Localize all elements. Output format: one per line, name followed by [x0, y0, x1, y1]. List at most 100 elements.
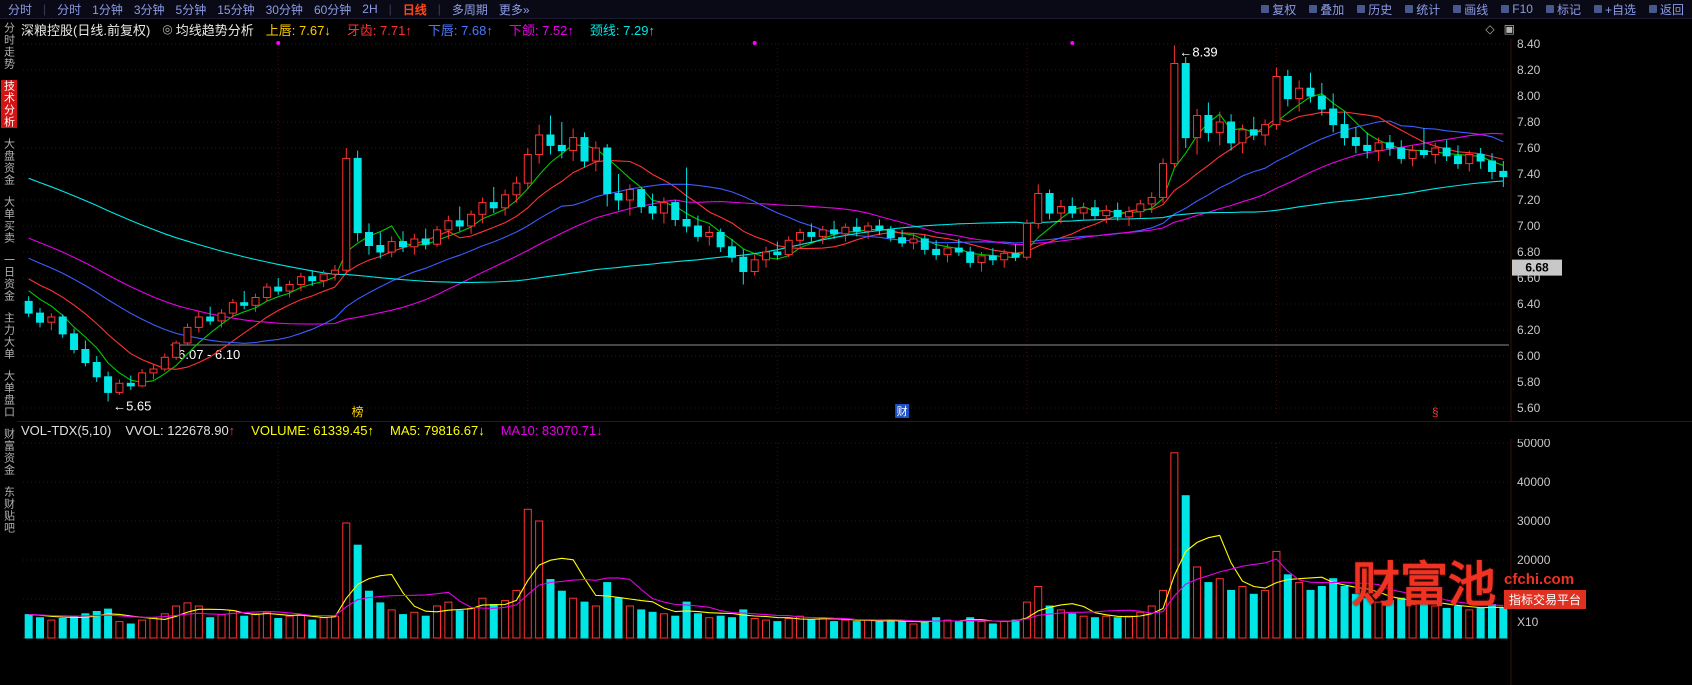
candle[interactable]: [194, 316, 203, 328]
candle[interactable]: [1453, 155, 1462, 165]
candle[interactable]: [1306, 87, 1315, 97]
candle[interactable]: [342, 157, 351, 271]
volume-bar[interactable]: [1227, 589, 1236, 639]
volume-bar[interactable]: [1181, 495, 1190, 639]
volume-bar[interactable]: [92, 611, 101, 639]
candle[interactable]: [353, 157, 362, 233]
candle[interactable]: [240, 302, 249, 306]
volume-bar[interactable]: [353, 544, 362, 639]
candle[interactable]: [262, 286, 271, 299]
volume-bar[interactable]: [535, 520, 544, 639]
volume-bar[interactable]: [920, 621, 929, 639]
volume-bar[interactable]: [1408, 604, 1417, 639]
period-tab-2[interactable]: 1分钟: [92, 2, 123, 17]
candle[interactable]: [591, 147, 600, 162]
candle[interactable]: [682, 219, 691, 227]
volume-bar[interactable]: [1487, 604, 1496, 639]
volume-bar[interactable]: [659, 613, 668, 639]
volume-bar[interactable]: [319, 617, 328, 639]
volume-bar[interactable]: [1431, 605, 1440, 639]
candle[interactable]: [1499, 170, 1508, 178]
candle[interactable]: [784, 239, 793, 256]
volume-bar[interactable]: [501, 600, 510, 639]
volume-bar[interactable]: [705, 617, 714, 639]
period-tab-3[interactable]: 3分钟: [133, 2, 165, 17]
volume-bar[interactable]: [1261, 589, 1270, 639]
candle[interactable]: [1124, 211, 1133, 218]
event-marker[interactable]: 财: [897, 404, 908, 418]
sidebar-item-eastmoney-forum[interactable]: 东财贴吧: [2, 486, 15, 534]
volume-bar[interactable]: [818, 617, 827, 639]
volume-bar[interactable]: [614, 597, 623, 639]
candle[interactable]: [796, 232, 805, 241]
candle[interactable]: [1090, 207, 1099, 217]
volume-bar[interactable]: [1056, 609, 1065, 639]
volume-bar[interactable]: [1159, 589, 1168, 639]
volume-bar[interactable]: [830, 621, 839, 639]
candle[interactable]: [1408, 150, 1417, 159]
period-tab-4[interactable]: 5分钟: [175, 2, 207, 17]
period-tab-0[interactable]: 分时: [8, 2, 33, 17]
candle[interactable]: [104, 376, 113, 393]
candle[interactable]: [1329, 108, 1338, 126]
volume-bar[interactable]: [24, 614, 33, 639]
volume-bar[interactable]: [1045, 605, 1054, 639]
period-tab-7[interactable]: 60分钟: [313, 2, 352, 17]
candle[interactable]: [762, 251, 770, 261]
candle[interactable]: [750, 259, 759, 273]
sidebar-item-intraday-trend[interactable]: 分时走势: [2, 22, 15, 70]
candle[interactable]: [648, 206, 657, 214]
window-icon[interactable]: ▣: [1503, 22, 1515, 36]
volume-bar[interactable]: [988, 623, 997, 639]
diamond-icon[interactable]: ◇: [1485, 22, 1495, 36]
candle[interactable]: [1181, 63, 1190, 139]
candle[interactable]: [1295, 87, 1304, 100]
volume-bar[interactable]: [330, 615, 339, 639]
candle[interactable]: [501, 194, 510, 209]
back-button[interactable]: 返回: [1648, 1, 1684, 18]
candle[interactable]: [308, 276, 317, 282]
candle[interactable]: [988, 255, 997, 261]
candle[interactable]: [1193, 115, 1202, 139]
candle[interactable]: [467, 213, 476, 227]
candle[interactable]: [489, 202, 498, 209]
volume-bar[interactable]: [841, 619, 850, 639]
period-tab-10[interactable]: 多周期: [451, 2, 488, 17]
volume-bar[interactable]: [1249, 593, 1258, 639]
candle[interactable]: [1011, 252, 1020, 258]
volume-bar[interactable]: [1295, 582, 1304, 639]
volume-bar[interactable]: [1442, 607, 1451, 639]
candle[interactable]: [36, 312, 45, 323]
candle[interactable]: [966, 251, 975, 263]
candle[interactable]: [387, 241, 396, 253]
volume-bar[interactable]: [796, 615, 805, 639]
volume-bar[interactable]: [444, 601, 453, 639]
overlay-button[interactable]: 叠加: [1309, 1, 1344, 18]
volume-bar[interactable]: [149, 617, 158, 639]
candle[interactable]: [909, 238, 918, 244]
candle[interactable]: [1113, 209, 1122, 218]
volume-bar[interactable]: [773, 621, 782, 639]
volume-bar[interactable]: [433, 605, 442, 639]
candle[interactable]: [1487, 160, 1496, 172]
volume-bar[interactable]: [625, 605, 634, 639]
candle[interactable]: [455, 220, 464, 227]
candle[interactable]: [637, 189, 646, 208]
candle[interactable]: [1363, 144, 1372, 152]
candle[interactable]: [399, 241, 408, 248]
candle[interactable]: [70, 333, 79, 350]
candle[interactable]: [1261, 124, 1270, 136]
candle[interactable]: [841, 226, 850, 235]
f10-button[interactable]: F10: [1501, 2, 1533, 16]
candle[interactable]: [330, 269, 339, 275]
candle[interactable]: [285, 284, 294, 292]
candle[interactable]: [296, 276, 305, 285]
volume-bar[interactable]: [228, 610, 237, 639]
volume-bar[interactable]: [1147, 605, 1156, 639]
candle[interactable]: [818, 229, 827, 237]
candle[interactable]: [1238, 129, 1247, 144]
volume-bar[interactable]: [591, 605, 600, 639]
volume-bar[interactable]: [126, 623, 135, 639]
candle[interactable]: [81, 349, 90, 363]
volume-bar[interactable]: [1136, 611, 1145, 639]
